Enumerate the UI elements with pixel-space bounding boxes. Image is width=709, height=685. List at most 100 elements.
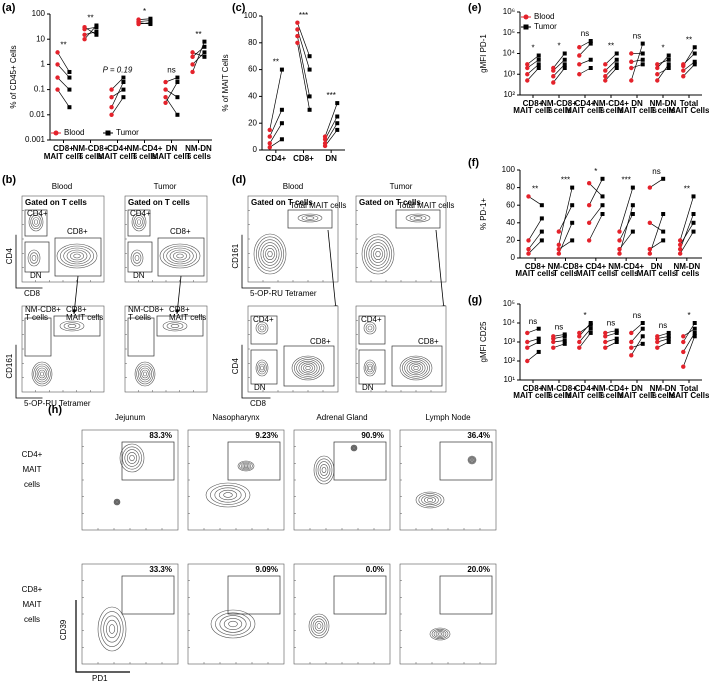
contour — [124, 449, 140, 467]
point — [691, 212, 696, 216]
point — [525, 330, 530, 336]
point — [551, 80, 556, 85]
gate-percentage: 9.09% — [255, 565, 278, 574]
point — [267, 141, 272, 146]
contour — [258, 363, 266, 373]
axis-label: CD4 — [231, 358, 240, 375]
point — [335, 127, 340, 132]
point — [307, 54, 312, 59]
contour — [363, 359, 377, 377]
contour — [115, 500, 119, 504]
contour — [223, 618, 243, 630]
contour — [255, 321, 269, 335]
point — [55, 62, 60, 67]
contour — [424, 496, 436, 504]
y-axis-label: gMFI PD-1 — [479, 34, 488, 73]
gate-label: CD8+ — [310, 337, 331, 346]
contour — [59, 320, 85, 332]
point — [163, 94, 168, 100]
flow-plot — [124, 305, 208, 393]
x-tick-label: DN MAIT cells — [637, 262, 677, 278]
gate — [391, 345, 443, 387]
y-tick-label: 0 — [253, 145, 258, 154]
point — [666, 62, 671, 67]
gate-percentage: 20.0% — [467, 565, 490, 574]
contour — [368, 242, 388, 266]
contour — [415, 491, 445, 509]
contour — [368, 365, 372, 371]
contour — [141, 369, 149, 379]
point — [666, 330, 671, 335]
y-tick-label: 0 — [511, 253, 516, 262]
point — [586, 238, 592, 243]
pair-line — [558, 205, 573, 232]
significance: ns — [167, 66, 175, 75]
y-tick-label: 100 — [32, 9, 46, 18]
panel-label: (h) — [48, 404, 62, 416]
pair-line — [527, 67, 539, 81]
contour — [413, 365, 419, 371]
significance: ns — [659, 321, 667, 330]
contour — [136, 363, 154, 385]
point — [647, 251, 653, 256]
contour — [308, 613, 330, 639]
contour — [469, 457, 475, 463]
contour — [27, 249, 41, 267]
point — [525, 72, 530, 77]
gate-title: Gated on T cells — [25, 198, 87, 207]
contour — [408, 362, 424, 374]
point — [577, 330, 582, 336]
point — [677, 242, 683, 247]
axis-arrow — [15, 344, 43, 399]
pair-line — [588, 213, 603, 241]
pair-line — [297, 36, 310, 97]
x-tick-label: NM-DN T cells — [185, 144, 212, 161]
contour — [228, 620, 238, 628]
pair-line — [649, 222, 664, 232]
contour — [32, 217, 40, 227]
point — [692, 45, 697, 50]
point — [295, 33, 300, 39]
gate — [121, 441, 175, 481]
contour — [162, 320, 188, 332]
column-title: Jejunum — [115, 413, 146, 422]
arrow — [435, 229, 445, 311]
legend-label: Tumor — [534, 22, 557, 31]
point — [335, 101, 340, 106]
gate-label: NM-CD8+ T cells — [25, 305, 61, 322]
point — [586, 181, 592, 186]
contour — [361, 233, 395, 275]
contour — [66, 249, 88, 263]
y-axis-label: % PD-1+ — [479, 198, 488, 231]
contour — [56, 243, 98, 269]
point — [202, 54, 207, 59]
contour — [163, 245, 197, 267]
x-tick-label: CD4+ MAIT cells — [98, 144, 138, 161]
gate — [127, 241, 153, 273]
contour — [429, 627, 451, 641]
gate — [395, 209, 441, 229]
pair-line — [630, 43, 644, 81]
point — [267, 127, 272, 133]
point — [603, 339, 608, 345]
contour — [214, 487, 242, 503]
axis-label: CD8 — [250, 399, 267, 408]
point — [630, 229, 635, 234]
point — [647, 247, 653, 252]
pair-line — [588, 182, 603, 197]
axis-label: PD1 — [92, 674, 108, 683]
contour — [33, 219, 39, 225]
point — [681, 339, 686, 345]
gate-label: CD4+ — [361, 315, 382, 324]
gate-percentage: 33.3% — [149, 565, 172, 574]
point — [279, 137, 284, 142]
point — [647, 185, 653, 190]
gate-label: CD4+ — [130, 209, 151, 218]
significance: ns — [555, 323, 563, 332]
column-title: Lymph Node — [425, 413, 471, 422]
point — [691, 220, 696, 225]
contour — [119, 443, 145, 473]
legend-label: Tumor — [116, 128, 139, 137]
point — [551, 74, 556, 79]
